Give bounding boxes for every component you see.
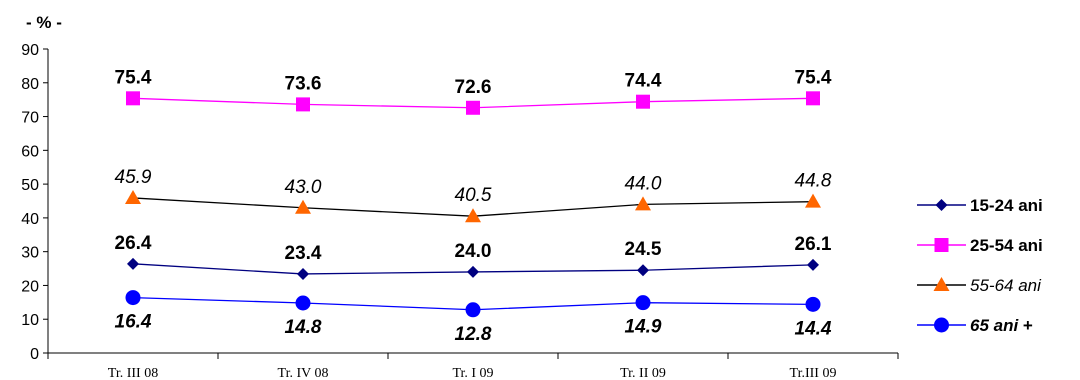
data-point [295,295,311,311]
data-label: 75.4 [115,67,152,88]
data-label: 14.9 [625,317,662,338]
data-point [807,258,819,271]
data-label: 74.4 [625,71,662,92]
data-label: 40.5 [455,185,492,206]
data-label: 14.8 [285,317,322,338]
data-label: 12.8 [455,324,492,345]
data-point [465,208,481,223]
data-point [125,189,141,204]
legend-item-1: 15-24 ani [917,196,1043,215]
series-3: 45.9 43.0 40.5 44.0 44.8 [115,167,832,223]
series-1: 26.4 23.4 24.0 24.5 26.1 [115,233,832,280]
legend-marker [934,238,949,252]
data-label: 23.4 [285,243,322,264]
legend-label: 65 ani + [970,316,1033,335]
y-tick-label: 30 [21,245,39,262]
data-label: 43.0 [285,177,322,198]
data-point [806,91,820,106]
data-point [125,290,141,306]
data-point [296,97,310,112]
legend-label: 55-64 ani [970,276,1042,295]
series-4: 16.4 14.8 12.8 14.9 14.4 [115,290,832,345]
data-point [637,264,649,277]
data-label: 44.0 [625,173,662,194]
y-tick-label: 90 [21,42,39,59]
series-2: 75.4 73.6 72.6 74.4 75.4 [115,67,832,115]
data-point [635,295,651,311]
data-label: 14.4 [795,318,832,339]
legend-item-3: 55-64 ani [917,276,1042,295]
data-label: 24.0 [455,241,492,262]
unit-label: - % - [26,13,62,32]
data-point [635,196,651,211]
y-tick-label: 70 [21,110,39,127]
data-point [126,91,140,106]
data-label: 26.4 [115,233,152,254]
data-label: 73.6 [285,73,322,94]
legend: 15-24 ani 25-54 ani 55-64 ani 65 ani + [917,196,1043,335]
x-category-label: Tr. I 09 [452,366,493,380]
data-point [295,199,311,214]
data-point [465,302,481,318]
legend-item-4: 65 ani + [917,316,1033,335]
plot-area: 26.4 23.4 24.0 24.5 26.175.4 73.6 72.6 74.4 75.4… [115,67,832,344]
data-point [636,94,650,109]
data-label: 75.4 [795,67,832,88]
y-tick-label: 40 [21,211,39,228]
data-point [805,296,821,312]
data-point [467,265,479,278]
x-category-label: Tr. II 09 [620,366,666,380]
y-tick-label: 60 [21,143,39,160]
data-label: 16.4 [115,312,152,333]
data-label: 72.6 [455,77,492,98]
data-label: 44.8 [795,171,832,192]
data-label: 26.1 [795,234,832,255]
axes: 0 10 20 30 40 50 60 70 80 90 Tr. III 08 Tr. IV 08 Tr… [21,42,899,380]
legend-marker [933,277,950,291]
legend-item-2: 25-54 ani [917,236,1043,255]
data-label: 24.5 [625,239,662,260]
data-point [297,267,309,280]
y-tick-label: 50 [21,177,39,194]
legend-marker [934,317,949,333]
y-tick-label: 80 [21,76,39,93]
legend-marker [935,199,948,211]
data-point [127,257,139,270]
data-label: 45.9 [115,167,152,188]
x-category-label: Tr. III 08 [108,366,158,380]
y-tick-label: 20 [21,278,39,295]
legend-label: 15-24 ani [970,196,1043,215]
data-point [466,100,480,115]
legend-label: 25-54 ani [970,236,1043,255]
data-point [805,193,821,208]
y-tick-label: 10 [21,312,39,329]
y-tick-label: 0 [30,346,39,363]
x-category-label: Tr. IV 08 [278,366,329,380]
x-category-label: Tr.III 09 [790,366,837,380]
